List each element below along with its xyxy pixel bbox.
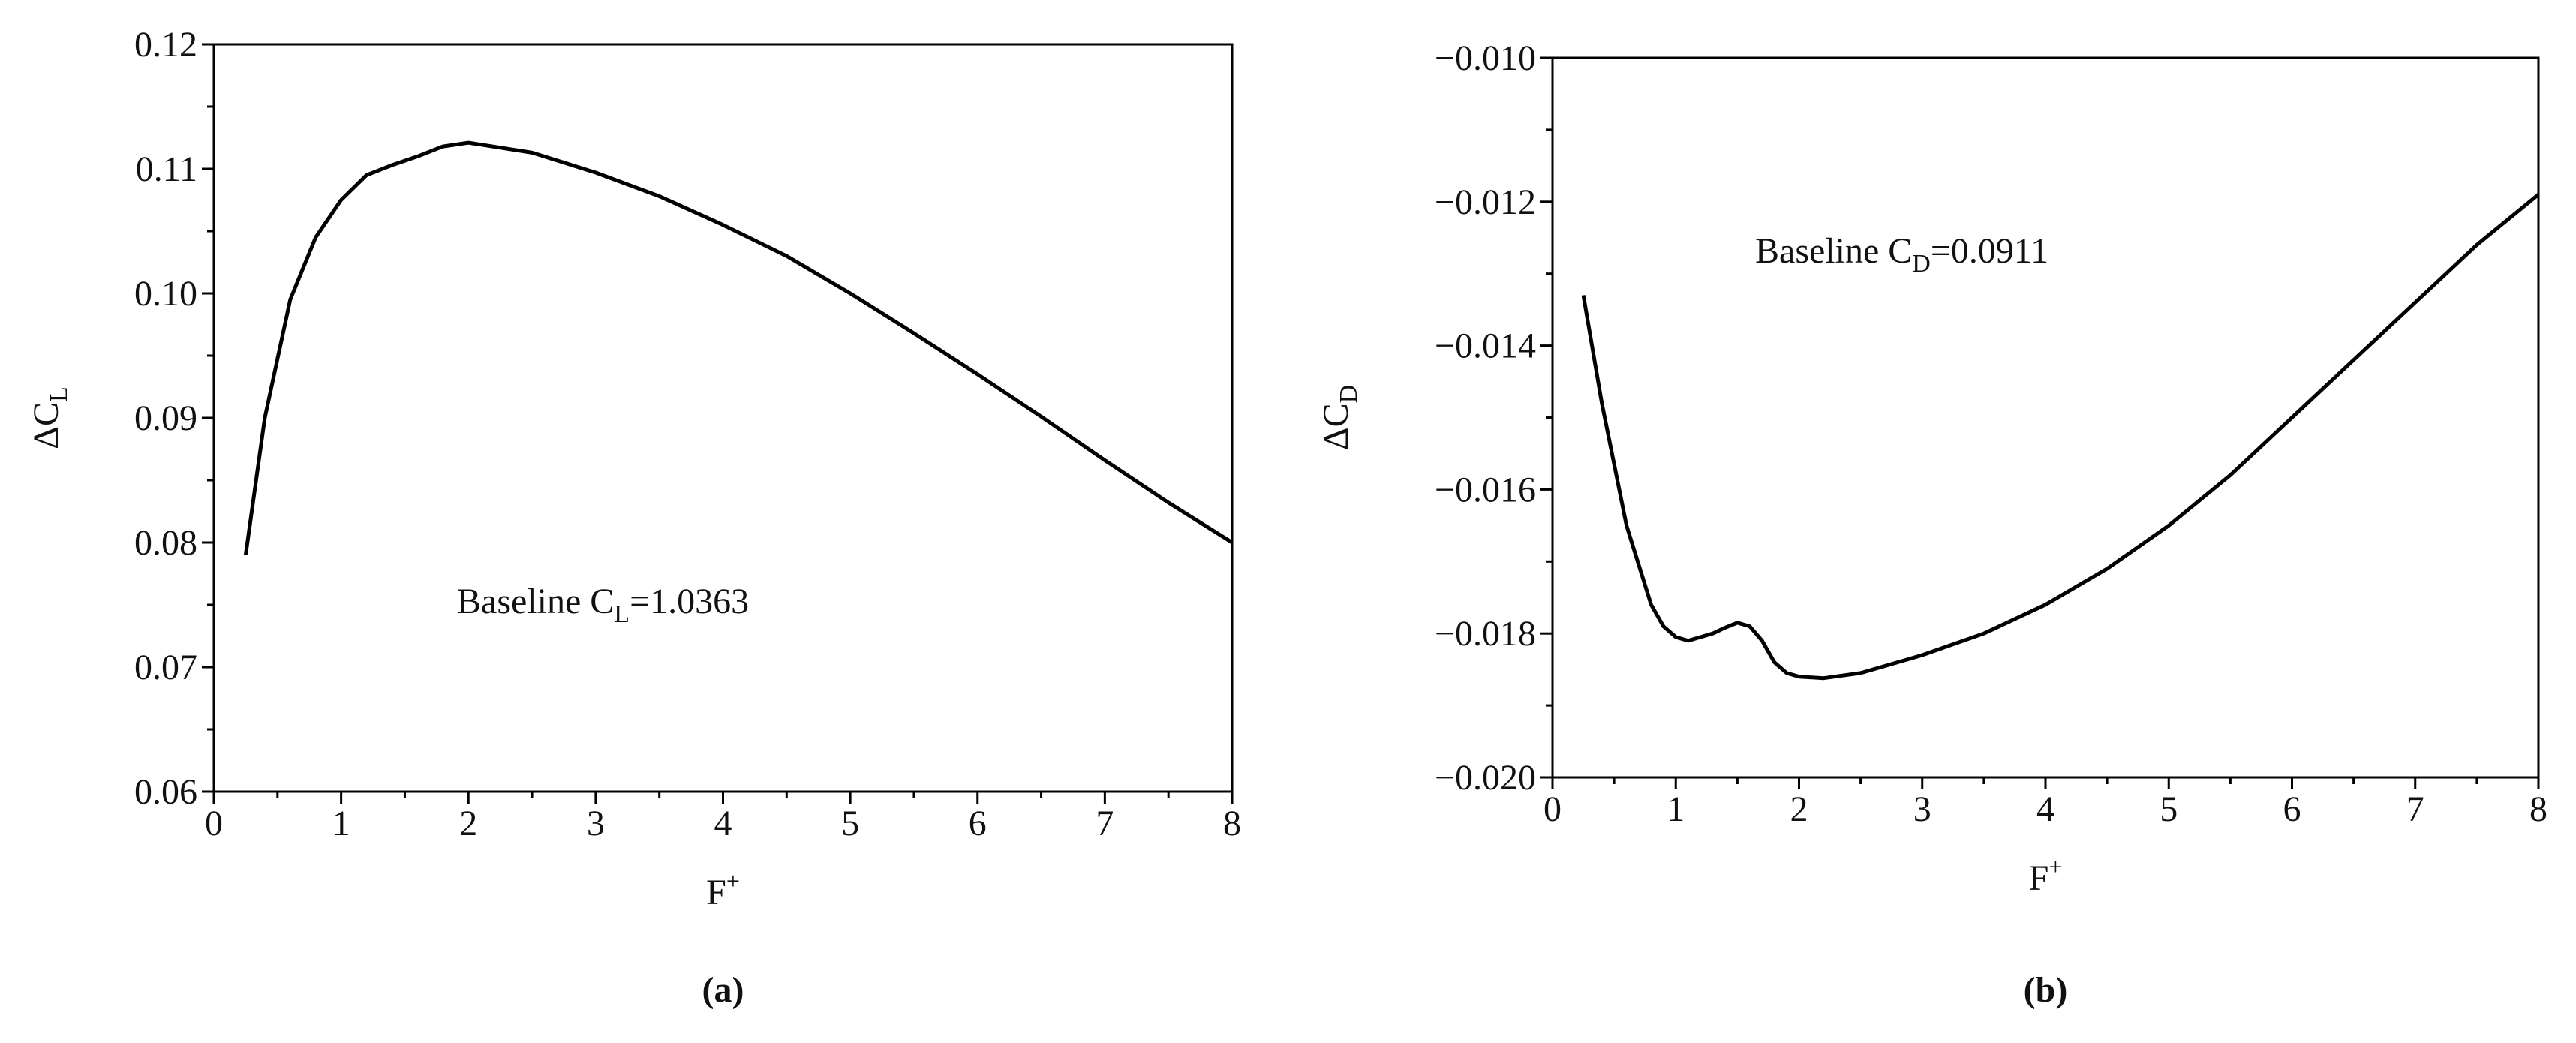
- y-axis-label: ΔCL: [26, 386, 73, 449]
- x-tick-label: 8: [2529, 789, 2547, 829]
- data-line: [243, 140, 1234, 555]
- x-tick-label: 0: [205, 804, 223, 843]
- y-tick-label: −0.018: [1435, 614, 1536, 654]
- plot-frame: [1551, 56, 2540, 779]
- caption: (b): [2024, 970, 2068, 1010]
- x-tick-label: 4: [714, 804, 732, 843]
- x-tick-label: 2: [1790, 789, 1808, 829]
- x-tick-label: 5: [2160, 789, 2178, 829]
- y-label-main: ΔC: [26, 402, 66, 449]
- annotation-text: Baseline C: [1755, 231, 1912, 271]
- x-tick-label: 6: [969, 804, 987, 843]
- x-label-main: F: [706, 873, 726, 912]
- y-label-sub: D: [1335, 385, 1363, 404]
- x-tick-label: 6: [2283, 789, 2301, 829]
- annotation-after: =0.0911: [1931, 231, 2048, 271]
- x-label-sup: +: [2048, 853, 2062, 880]
- x-axis-label: F+: [706, 867, 740, 912]
- y-axis-label: ΔCD: [1316, 385, 1363, 450]
- x-tick-label: 2: [459, 804, 477, 843]
- y-tick-label: 0.11: [136, 149, 197, 189]
- x-axis-label: F+: [2029, 853, 2063, 898]
- annotation-sub: L: [614, 600, 630, 628]
- x-label-sup: +: [726, 867, 740, 894]
- y-tick-label: 0.10: [134, 274, 197, 314]
- annotation-sub: D: [1912, 250, 1931, 278]
- y-tick-label: −0.012: [1435, 182, 1536, 222]
- x-tick-label: 7: [2406, 789, 2424, 829]
- y-tick-label: 0.12: [134, 25, 197, 65]
- x-tick-label: 4: [2036, 789, 2054, 829]
- x-tick-label: 1: [1667, 789, 1685, 829]
- y-tick-label: −0.014: [1435, 326, 1536, 366]
- x-tick-label: 1: [332, 804, 350, 843]
- data-line: [1581, 193, 2540, 681]
- y-label-sub: L: [45, 386, 73, 402]
- x-tick-label: 3: [1913, 789, 1931, 829]
- y-tick-label: 0.07: [134, 648, 197, 687]
- x-label-main: F: [2029, 858, 2049, 898]
- annotation-text: Baseline C: [457, 582, 614, 621]
- x-tick-label: 7: [1096, 804, 1114, 843]
- y-tick-label: −0.016: [1435, 470, 1536, 509]
- annotation: Baseline CD=0.0911: [1755, 231, 2048, 278]
- annotation-after: =1.0363: [630, 582, 749, 621]
- annotation: Baseline CL=1.0363: [457, 582, 749, 628]
- y-tick-label: 0.08: [134, 523, 197, 563]
- caption: (a): [702, 970, 744, 1010]
- y-label-main: ΔC: [1316, 403, 1356, 450]
- x-tick-label: 8: [1223, 804, 1241, 843]
- y-tick-label: 0.06: [134, 772, 197, 812]
- x-tick-label: 3: [587, 804, 605, 843]
- x-tick-label: 5: [841, 804, 859, 843]
- y-tick-label: −0.020: [1435, 758, 1536, 798]
- x-tick-label: 0: [1543, 789, 1562, 829]
- y-tick-label: 0.09: [134, 398, 197, 438]
- y-tick-label: −0.010: [1435, 38, 1536, 78]
- plot-frame: [212, 43, 1234, 793]
